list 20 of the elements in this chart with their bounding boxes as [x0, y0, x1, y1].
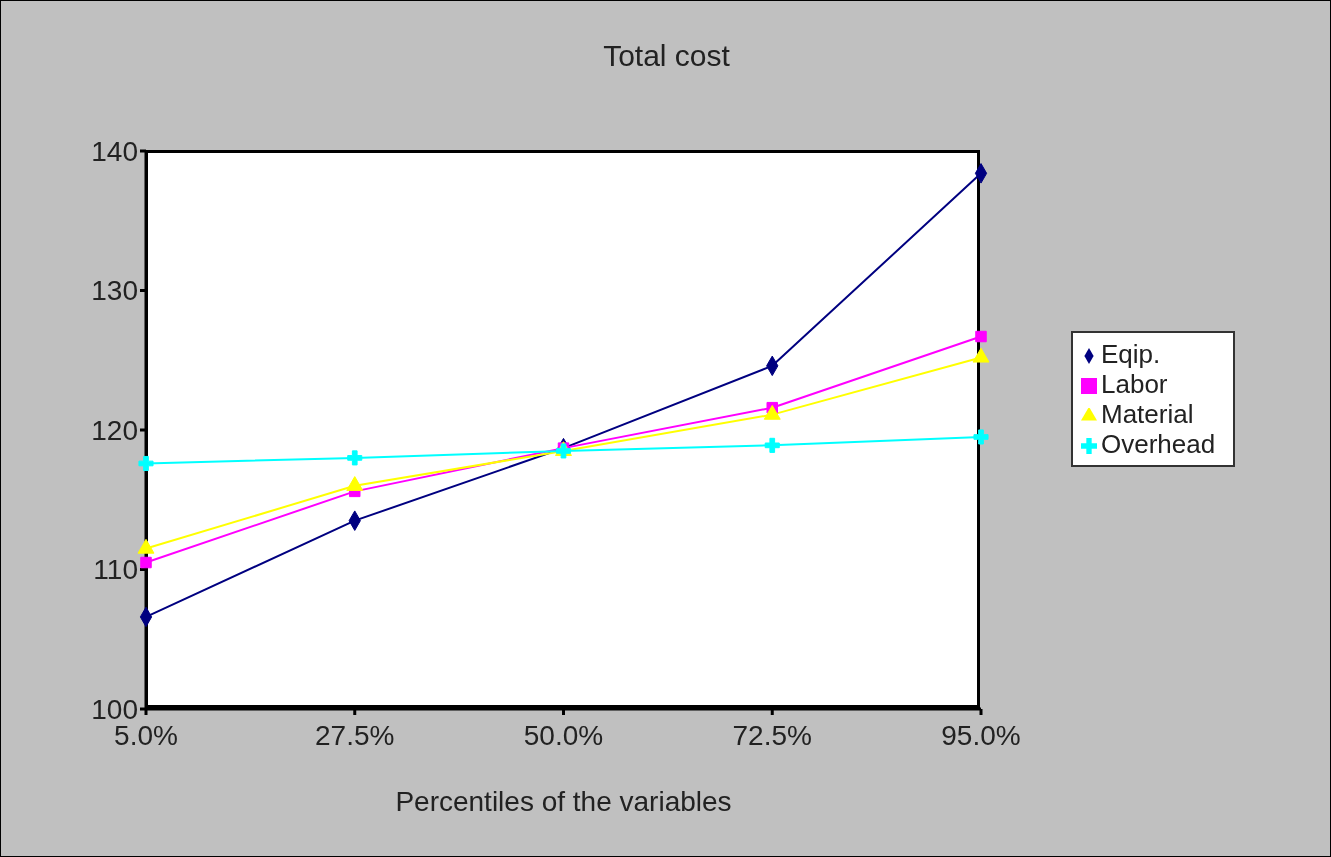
x-tick-label: 95.0%	[941, 719, 1021, 751]
y-tick-label: 130	[91, 275, 138, 307]
point	[347, 450, 363, 466]
legend-label: Overhead	[1101, 429, 1216, 459]
legend-label: Eqip.	[1101, 339, 1161, 369]
point	[973, 429, 989, 445]
x-tick-label: 27.5%	[315, 719, 395, 751]
x-tick-label: 50.0%	[523, 719, 604, 751]
x-axis-title: Percentiles of the variables	[394, 786, 733, 818]
legend-label: Labor	[1101, 369, 1168, 399]
point	[764, 437, 780, 453]
chart-title: Total cost	[602, 39, 731, 73]
y-tick-label: 140	[91, 135, 138, 167]
point	[138, 455, 154, 472]
y-tick-label: 120	[91, 414, 138, 446]
point	[140, 556, 152, 569]
point	[975, 330, 987, 343]
legend-label: Material	[1101, 399, 1194, 429]
x-tick-label: 72.5%	[732, 719, 812, 751]
y-tick-label: 110	[93, 554, 138, 586]
